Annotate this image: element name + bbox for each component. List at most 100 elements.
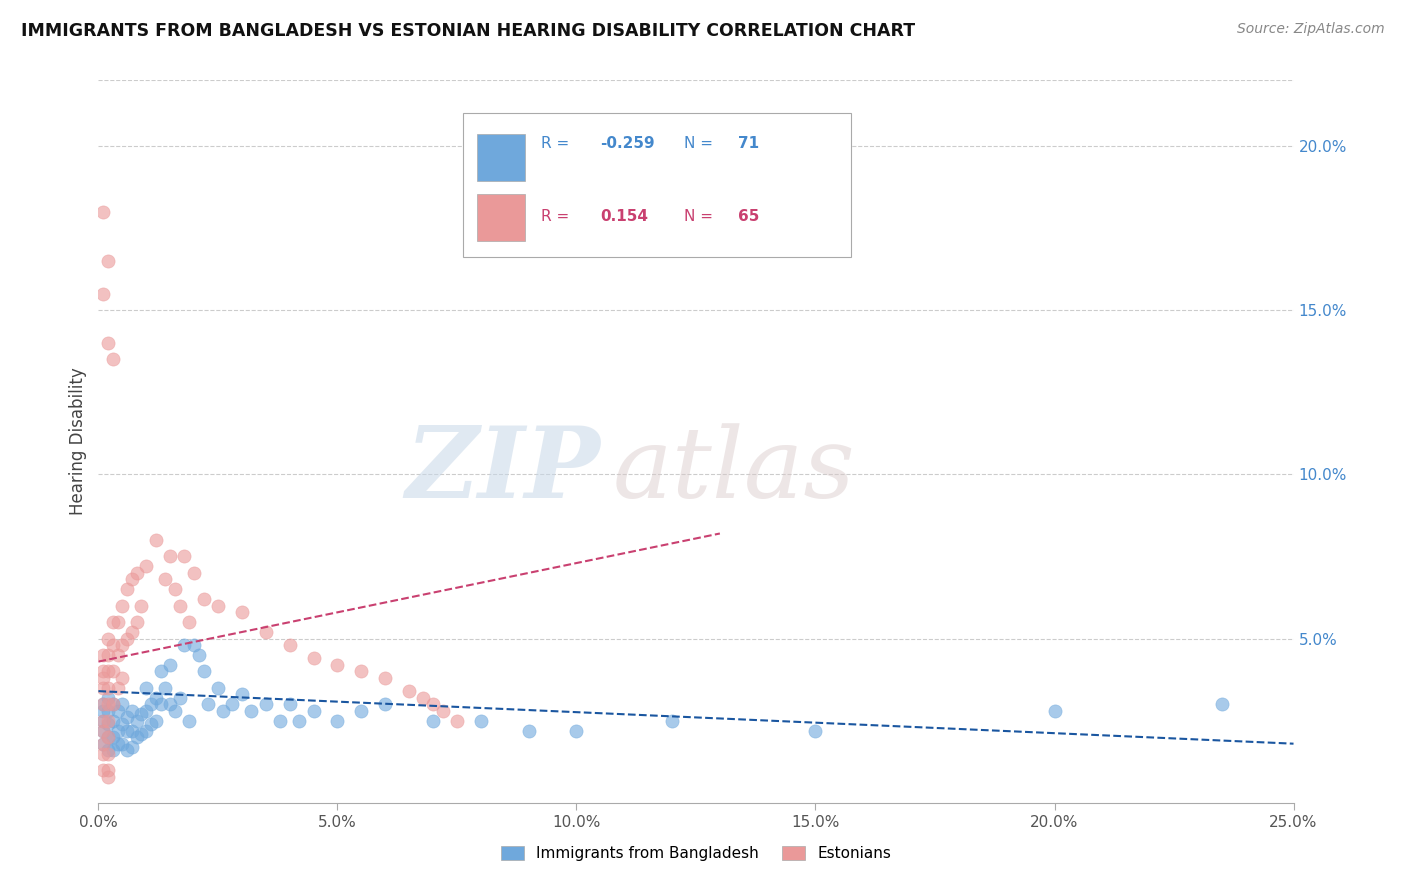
Point — [101, 698, 124, 712]
Point — [121, 739, 143, 754]
Point — [91, 681, 114, 695]
Point — [91, 204, 114, 219]
Text: N =: N = — [685, 136, 718, 151]
Point — [159, 657, 181, 672]
Point — [804, 723, 827, 738]
Point — [135, 559, 157, 574]
Point — [173, 549, 195, 564]
Point — [412, 690, 434, 705]
Point — [422, 714, 444, 728]
Point — [135, 681, 157, 695]
Point — [326, 657, 349, 672]
Point — [155, 681, 177, 695]
Point — [97, 681, 120, 695]
Point — [121, 573, 143, 587]
Point — [350, 665, 373, 679]
Point — [240, 704, 263, 718]
Point — [97, 743, 120, 757]
Point — [91, 737, 114, 751]
Point — [446, 714, 468, 728]
FancyBboxPatch shape — [477, 194, 524, 242]
Text: Source: ZipAtlas.com: Source: ZipAtlas.com — [1237, 22, 1385, 37]
Point — [107, 723, 129, 738]
Point — [1211, 698, 1233, 712]
Point — [101, 730, 124, 744]
Point — [91, 286, 114, 301]
Text: ZIP: ZIP — [405, 422, 600, 518]
Point — [278, 638, 301, 652]
Point — [91, 747, 114, 761]
Point — [139, 698, 162, 712]
Point — [125, 615, 148, 630]
Point — [97, 730, 120, 744]
Point — [131, 707, 153, 722]
Text: -0.259: -0.259 — [600, 136, 655, 151]
Point — [107, 681, 129, 695]
Point — [91, 737, 114, 751]
Point — [101, 714, 124, 728]
Point — [91, 698, 114, 712]
Point — [145, 690, 167, 705]
FancyBboxPatch shape — [463, 112, 852, 257]
Point — [125, 730, 148, 744]
Point — [97, 747, 120, 761]
Point — [221, 698, 243, 712]
Point — [169, 690, 191, 705]
Point — [398, 684, 420, 698]
Point — [179, 615, 201, 630]
Point — [115, 743, 138, 757]
Text: R =: R = — [541, 136, 574, 151]
Point — [661, 714, 683, 728]
Point — [374, 698, 396, 712]
Point — [91, 723, 114, 738]
Point — [101, 665, 124, 679]
Point — [107, 737, 129, 751]
Point — [131, 727, 153, 741]
Point — [97, 770, 120, 784]
Point — [254, 698, 277, 712]
Point — [97, 704, 120, 718]
Point — [91, 671, 114, 685]
Point — [121, 723, 143, 738]
Point — [91, 698, 114, 712]
Point — [107, 648, 129, 662]
Point — [131, 599, 153, 613]
Point — [97, 336, 120, 351]
Point — [97, 730, 120, 744]
Point — [254, 625, 277, 640]
Point — [115, 710, 138, 724]
Point — [231, 687, 253, 701]
Point — [101, 352, 124, 367]
Point — [91, 723, 114, 738]
Point — [91, 704, 114, 718]
Point — [288, 714, 311, 728]
Point — [207, 599, 229, 613]
Point — [97, 665, 120, 679]
Point — [374, 671, 396, 685]
Point — [302, 651, 325, 665]
Point — [111, 638, 134, 652]
Point — [179, 714, 201, 728]
Point — [101, 698, 124, 712]
Legend: Immigrants from Bangladesh, Estonians: Immigrants from Bangladesh, Estonians — [495, 840, 897, 867]
Point — [211, 704, 233, 718]
Point — [187, 648, 209, 662]
Point — [565, 723, 588, 738]
Point — [97, 698, 120, 712]
Point — [107, 704, 129, 718]
Point — [91, 763, 114, 777]
Point — [149, 665, 172, 679]
Text: R =: R = — [541, 209, 579, 224]
Point — [145, 533, 167, 547]
Point — [101, 638, 124, 652]
Point — [91, 648, 114, 662]
Point — [173, 638, 195, 652]
Point — [197, 698, 219, 712]
Point — [97, 648, 120, 662]
Point — [432, 704, 454, 718]
Point — [97, 763, 120, 777]
Point — [97, 714, 120, 728]
Point — [97, 690, 120, 705]
Point — [121, 625, 143, 640]
Point — [193, 665, 215, 679]
